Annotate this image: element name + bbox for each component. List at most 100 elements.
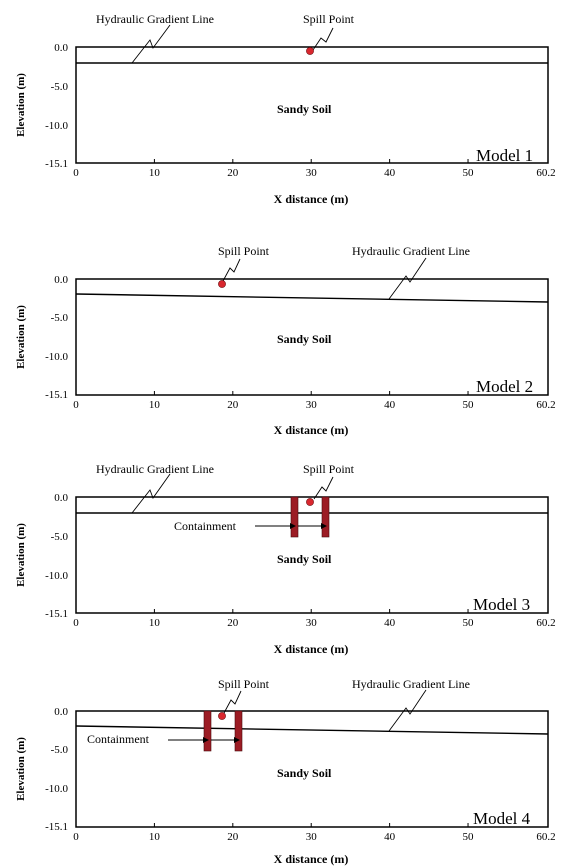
model-1-spill-leader: [312, 27, 334, 51]
model-3-xtick-3: 30: [306, 617, 318, 629]
model-3-x-ticks: 0 10 20 30 40 50 60.2: [73, 609, 556, 629]
model-1-xtick-4: 40: [384, 167, 396, 179]
model-1-ytick-3: -15.1: [45, 158, 68, 170]
model-2-x-axis-label: X distance (m): [274, 423, 349, 437]
model-2-ytick-2: -10.0: [45, 351, 68, 363]
model-3-xtick-4: 40: [384, 617, 396, 629]
model-3-containment-label: Containment: [174, 519, 237, 533]
model-4-xtick-3: 30: [306, 831, 318, 843]
model-1-xtick-3: 30: [306, 167, 318, 179]
model-4-title: Model 4: [473, 809, 531, 828]
model-1-x-axis-label: X distance (m): [274, 192, 349, 206]
model-3-xtick-6: 60.2: [536, 617, 555, 629]
panel-model-4: Hydraulic Gradient Line Spill Point Cont…: [15, 677, 556, 866]
model-1-xtick-2: 20: [227, 167, 239, 179]
model-4-frame: [75, 710, 549, 828]
panel-model-3: Hydraulic Gradient Line Spill Point Cont…: [15, 462, 556, 656]
model-2-ytick-0: 0.0: [54, 274, 68, 286]
model-1-spill-label: Spill Point: [303, 12, 355, 26]
model-2-soil-label: Sandy Soil: [277, 332, 332, 346]
panel-model-1: Hydraulic Gradient Line Spill Point Sand…: [15, 12, 556, 206]
model-1-ytick-2: -10.0: [45, 120, 68, 132]
model-4-containment-wall-right: [234, 710, 243, 752]
model-2-spill-point: [218, 280, 226, 288]
model-4-containment-arrowhead-right: [234, 737, 240, 743]
model-4-xtick-4: 40: [384, 831, 396, 843]
model-1-spill-point: [306, 47, 314, 55]
model-2-xtick-3: 30: [306, 399, 318, 411]
model-3-ytick-3: -15.1: [45, 608, 68, 620]
model-2-xtick-2: 20: [227, 399, 239, 411]
model-4-ytick-2: -10.0: [45, 783, 68, 795]
model-4-hgl-leader: [388, 689, 427, 732]
model-4-xtick-2: 20: [227, 831, 239, 843]
model-4-ytick-0: 0.0: [54, 706, 68, 718]
model-4-spill-leader: [223, 690, 242, 714]
model-2-x-ticks: 0 10 20 30 40 50 60.2: [73, 391, 556, 411]
model-3-hgl-label: Hydraulic Gradient Line: [96, 462, 214, 476]
model-4-xtick-1: 10: [149, 831, 161, 843]
model-4-x-ticks: 0 10 20 30 40 50 60.2: [73, 823, 556, 843]
model-1-xtick-0: 0: [73, 167, 79, 179]
model-3-spill-label: Spill Point: [303, 462, 355, 476]
model-3-spill-leader: [313, 476, 334, 500]
model-3-spill-point: [306, 498, 314, 506]
model-3-x-axis-label: X distance (m): [274, 642, 349, 656]
model-1-hgl-leader: [131, 24, 171, 64]
model-1-xtick-6: 60.2: [536, 167, 555, 179]
model-2-hydraulic-gradient-line: [75, 293, 549, 303]
model-4-containment-wall-left: [203, 710, 212, 752]
model-3-ytick-2: -10.0: [45, 570, 68, 582]
model-3-soil-label: Sandy Soil: [277, 552, 332, 566]
model-3-title: Model 3: [473, 595, 530, 614]
model-1-y-axis-label: Elevation (m): [15, 73, 27, 137]
model-4-hydraulic-gradient-line: [75, 725, 549, 735]
model-2-frame: [75, 278, 549, 396]
model-2-hgl-leader: [388, 257, 427, 300]
model-3-xtick-5: 50: [463, 617, 475, 629]
model-3-containment-wall-right: [321, 496, 330, 538]
model-3-containment-arrowhead-right: [321, 523, 327, 529]
model-3-y-axis-label: Elevation (m): [15, 523, 27, 587]
model-1-x-ticks: 0 10 20 30 40 50 60.2: [73, 159, 556, 179]
model-2-xtick-1: 10: [149, 399, 161, 411]
model-3-ytick-1: -5.0: [51, 531, 69, 543]
model-4-xtick-0: 0: [73, 831, 79, 843]
model-2-y-axis-label: Elevation (m): [15, 305, 27, 369]
model-2-xtick-6: 60.2: [536, 399, 555, 411]
model-3-hgl-leader: [131, 473, 171, 514]
model-1-xtick-1: 10: [149, 167, 161, 179]
model-1-ytick-1: -5.0: [51, 81, 69, 93]
model-2-xtick-4: 40: [384, 399, 396, 411]
model-1-ytick-0: 0.0: [54, 42, 68, 54]
model-4-ytick-3: -15.1: [45, 821, 68, 833]
model-4-containment-arrowhead-left: [203, 737, 209, 743]
model-2-spill-leader: [222, 258, 241, 282]
model-2-spill-label: Spill Point: [218, 244, 270, 258]
model-2-xtick-5: 50: [463, 399, 475, 411]
model-3-xtick-2: 20: [227, 617, 239, 629]
model-2-hgl-label: Hydraulic Gradient Line: [352, 244, 470, 258]
model-1-soil-label: Sandy Soil: [277, 102, 332, 116]
model-3-ytick-0: 0.0: [54, 492, 68, 504]
model-4-x-axis-label: X distance (m): [274, 852, 349, 866]
model-4-y-axis-label: Elevation (m): [15, 737, 27, 801]
model-2-ytick-1: -5.0: [51, 312, 69, 324]
model-3-xtick-1: 10: [149, 617, 161, 629]
model-1-hgl-label: Hydraulic Gradient Line: [96, 12, 214, 26]
model-4-hgl-label: Hydraulic Gradient Line: [352, 677, 470, 691]
model-3-frame: [75, 496, 549, 614]
model-3-containment-wall-left: [290, 496, 299, 538]
model-3-containment-arrowhead-left: [290, 523, 296, 529]
model-4-xtick-6: 60.2: [536, 831, 555, 843]
model-4-ytick-1: -5.0: [51, 744, 69, 756]
model-4-spill-point: [218, 712, 226, 720]
model-1-title: Model 1: [476, 146, 533, 165]
model-4-containment-label: Containment: [87, 732, 150, 746]
model-3-xtick-0: 0: [73, 617, 79, 629]
model-4-soil-label: Sandy Soil: [277, 766, 332, 780]
model-2-xtick-0: 0: [73, 399, 79, 411]
model-1-xtick-5: 50: [463, 167, 475, 179]
model-2-title: Model 2: [476, 377, 533, 396]
